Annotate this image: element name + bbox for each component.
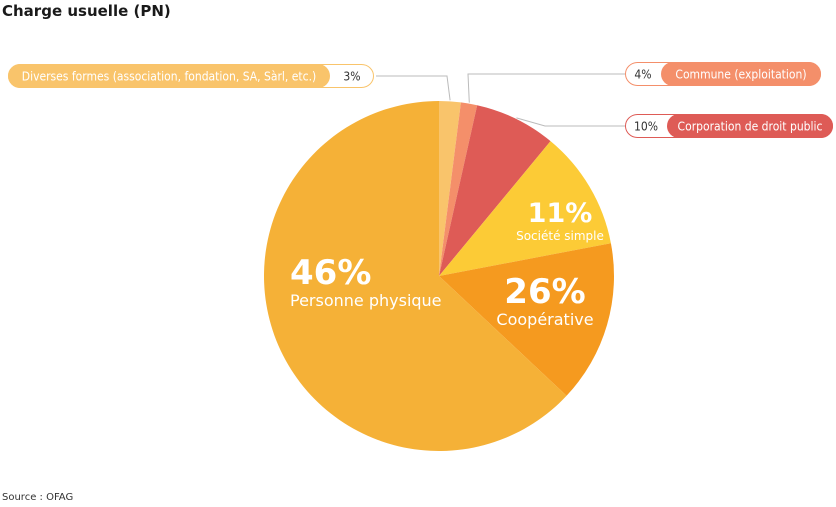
leader-lines bbox=[376, 73, 625, 127]
callout-pct-0: 3% bbox=[343, 70, 360, 84]
chart-title: Charge usuelle (PN) bbox=[2, 2, 171, 20]
callout-label-1: Commune (exploitation) bbox=[675, 68, 806, 82]
slice-label-5: Personne physique bbox=[290, 291, 442, 310]
pie-slice-5 bbox=[264, 101, 567, 451]
pie-slices bbox=[264, 101, 615, 451]
pie-slice-0 bbox=[439, 101, 461, 276]
callout-pct-1: 4% bbox=[634, 68, 651, 82]
pie-slice-2 bbox=[439, 105, 551, 277]
callout-pct-2: 10% bbox=[634, 120, 658, 134]
inner-labels: 11%Société simple 26%Coopérative 46%Person… bbox=[290, 198, 604, 329]
callout-2: Corporation de droit public 10% bbox=[625, 114, 833, 138]
callout-1: Commune (exploitation) 4% bbox=[625, 62, 821, 86]
source-note: Source : OFAG bbox=[2, 492, 74, 503]
callout-label-0: Diverses formes (association, fondation,… bbox=[22, 70, 317, 84]
slice-pct-3: 11% bbox=[528, 198, 593, 229]
slice-label-3: Société simple bbox=[516, 229, 604, 243]
pie-slice-3 bbox=[439, 141, 611, 276]
callout-labels: Diverses formes (association, fondation,… bbox=[8, 62, 833, 138]
callout-0: Diverses formes (association, fondation,… bbox=[8, 64, 374, 88]
slice-pct-5: 46% bbox=[290, 253, 371, 293]
pie-slice-1 bbox=[439, 102, 478, 276]
slice-pct-4: 26% bbox=[504, 272, 585, 312]
leader-line-0 bbox=[376, 75, 451, 101]
callout-label-2: Corporation de droit public bbox=[678, 120, 823, 134]
slice-label-4: Coopérative bbox=[496, 310, 593, 329]
pie-slice-4 bbox=[439, 243, 615, 396]
leader-line-1 bbox=[467, 73, 625, 103]
leader-line-2 bbox=[516, 117, 625, 127]
